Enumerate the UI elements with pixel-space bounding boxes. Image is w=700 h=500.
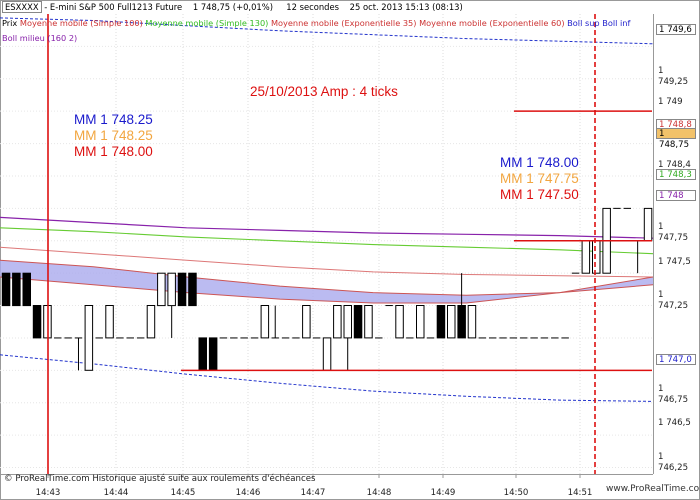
x-tick-label: 14:43 (35, 488, 61, 498)
y-tick-label: 1 748,3 (656, 169, 696, 180)
candle-body (581, 240, 591, 274)
candle-body (322, 337, 332, 371)
y-tick-label: 1 748,4 (658, 160, 691, 170)
legend-item[interactable]: Moyenne mobile (Simple 130) (145, 18, 271, 28)
x-tick-label: 14:46 (235, 488, 261, 498)
y-tick-label: 1 749 (658, 97, 683, 107)
sma-130-line (0, 227, 654, 255)
x-tick-label: 14:51 (567, 488, 593, 498)
mm-blue-right: MM 1 748.00 (500, 155, 579, 170)
legend-item[interactable]: Prix (2, 18, 20, 28)
x-tick-label: 14:45 (170, 488, 196, 498)
mm-orange-left: MM 1 748.25 (74, 128, 153, 143)
candle-body (343, 305, 352, 339)
candle-body (208, 337, 218, 371)
mm-orange-right: MM 1 747.75 (500, 171, 579, 186)
x-tick-label: 14:47 (300, 488, 326, 498)
candle-body (260, 305, 270, 339)
ema-60-line (0, 259, 654, 296)
instrument-name: - E-mini S&P 500 Full1213 Future (44, 2, 183, 12)
x-tick-label: 14:44 (103, 488, 129, 498)
bollinger-upper-line (0, 17, 654, 45)
candle-body (84, 305, 94, 371)
candle-body (22, 272, 31, 307)
brand-watermark[interactable]: www.ProRealTime.com (606, 484, 700, 494)
bollinger-middle-line (0, 216, 654, 239)
y-tick-label: 1 748 (656, 190, 696, 201)
x-tick-label: 14:50 (503, 488, 529, 498)
indicator-legend-2: Boll milieu (160 2) (2, 33, 77, 44)
indicator-legend: Prix Moyenne mobile (Simple 100) Moyenne… (2, 18, 630, 29)
x-tick-label: 14:49 (430, 488, 456, 498)
candle-body (353, 305, 363, 339)
datetime-label: 25 oct. 2013 15:13 (08:13) (349, 2, 463, 12)
legend-item[interactable]: Moyenne mobile (Exponentielle 35) (270, 18, 420, 28)
y-tick-label: 1 749,25 (658, 66, 689, 87)
candle-body (146, 305, 156, 339)
bollinger-lower-line (0, 354, 654, 402)
mm-blue-left: MM 1 748.25 (74, 112, 153, 127)
x-tick-label: 14:48 (366, 488, 392, 498)
candle-body (457, 305, 466, 339)
sma-100-line (0, 246, 654, 278)
y-tick-label: 1 746,5 (658, 418, 691, 428)
candle-body (416, 305, 425, 339)
y-tick-label: 1 747,5 (658, 257, 691, 267)
y-tick-label: 1 747,25 (658, 290, 689, 311)
candle-body (32, 305, 42, 339)
chart-header: ESXXXX - E-mini S&P 500 Full1213 Future … (2, 1, 463, 13)
candle-body (157, 272, 166, 307)
legend-item[interactable]: Moyenne mobile (Simple 100) (19, 18, 146, 28)
y-tick-label: 1 747,75 (658, 222, 689, 243)
candle-body (643, 207, 653, 242)
candle-body (12, 272, 21, 307)
current-price-readout: 1 748,75 (+0,01%) (192, 2, 273, 12)
candle-body (198, 337, 207, 371)
candle-body (436, 305, 446, 339)
candle-body (592, 240, 601, 274)
candle-body (395, 305, 404, 339)
candle-body (105, 305, 114, 339)
y-tick-label: 1 746,25 (658, 452, 689, 473)
interval-label: 12 secondes (286, 2, 339, 12)
candle-body (188, 272, 197, 307)
mm-red-right: MM 1 747.50 (500, 187, 579, 202)
candle-body (302, 305, 311, 339)
mm-red-left: MM 1 748.00 (74, 144, 153, 159)
amplitude-annotation: 25/10/2013 Amp : 4 ticks (250, 84, 398, 99)
candle-body (177, 272, 187, 307)
candle-body (167, 272, 176, 307)
candle-body (447, 305, 456, 339)
legend-item[interactable]: Moyenne mobile (Exponentielle 60) (419, 18, 568, 28)
instrument-box[interactable]: ESXXXX (2, 1, 42, 13)
copyright-note: © ProRealTime.com Historique ajusté suit… (4, 474, 316, 484)
current-price-label: 1 748,75 (656, 128, 696, 150)
y-tick-label: 1 746,75 (658, 384, 689, 405)
candle-body (467, 305, 477, 339)
candle-body (333, 305, 342, 339)
candle-body (364, 305, 373, 339)
y-tick-label: 1 747,0 (656, 354, 696, 365)
y-tick-label: 1 749,6 (656, 24, 696, 35)
ema-cloud (0, 260, 653, 303)
legend-item[interactable]: Boll sup Boll inf (567, 18, 631, 28)
ema-35-line (0, 276, 654, 304)
candle-body (1, 272, 11, 307)
legend-item[interactable]: Boll milieu (160 2) (2, 33, 78, 43)
